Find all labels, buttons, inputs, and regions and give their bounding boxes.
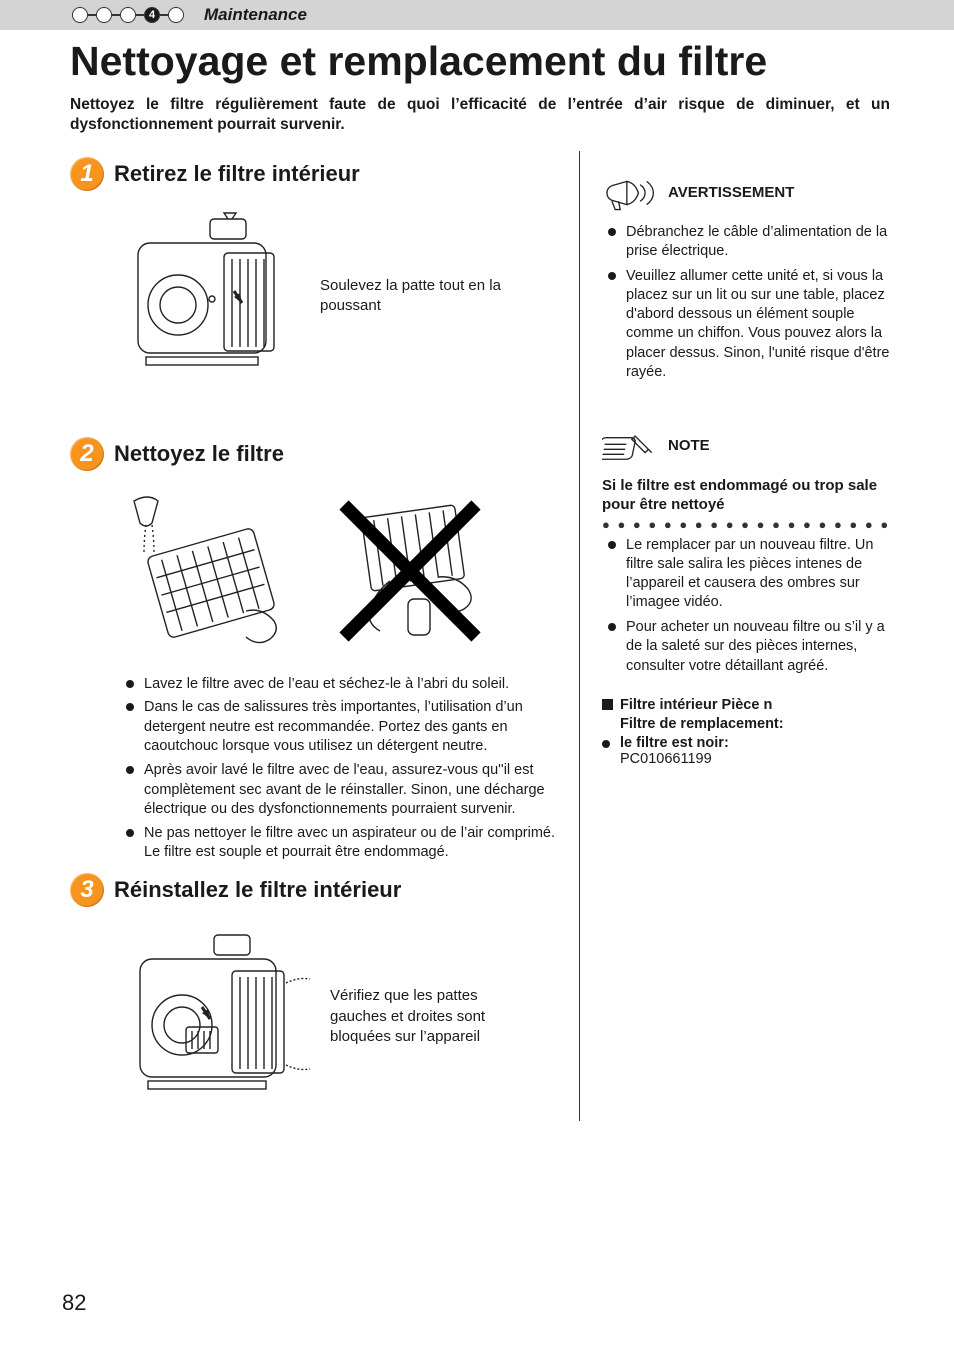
note-header: NOTE	[602, 426, 890, 466]
step-1-illustration: Soulevez la patte tout en la poussant	[116, 201, 559, 391]
note-item: Le remplacer par un nouveau filtre. Un f…	[608, 536, 890, 613]
note-subheading: Si le filtre est endommagé ou trop sale …	[602, 476, 890, 515]
step-dot-2	[96, 7, 112, 23]
page-number: 82	[62, 1290, 86, 1316]
step-dot-4-active: 4	[144, 7, 160, 23]
step-1-header: 1 Retirez le filtre intérieur	[70, 157, 559, 191]
projector-remove-filter-icon	[116, 201, 306, 391]
step-number-2: 2	[70, 437, 104, 471]
step-3-header: 3 Réinstallez le filtre intérieur	[70, 873, 559, 907]
step-indicator: 4	[72, 7, 184, 23]
warning-title: AVERTISSEMENT	[668, 184, 794, 201]
step-1-caption: Soulevez la patte tout en la poussant	[320, 276, 510, 317]
replacement-part-block: Filtre intérieur Pièce n Filtre de rempl…	[602, 696, 890, 768]
step-3-title: Réinstallez le filtre intérieur	[114, 877, 401, 903]
wash-filter-icon	[116, 481, 296, 661]
step-dot-5	[168, 7, 184, 23]
manual-page: 4 Maintenance Nettoyage et remplacement …	[0, 0, 954, 1356]
part-sub: le filtre est noir: PC010661199	[602, 735, 890, 767]
step-number-3: 3	[70, 873, 104, 907]
step-link	[136, 14, 144, 16]
breadcrumb-bar: 4 Maintenance	[0, 0, 954, 30]
part-number: PC010661199	[620, 751, 712, 767]
note-list: Le remplacer par un nouveau filtre. Un f…	[602, 536, 890, 676]
warning-item: Débranchez le câble d’alimentation de la…	[608, 223, 890, 261]
step-2-header: 2 Nettoyez le filtre	[70, 437, 559, 471]
step-3-caption: Vérifiez que les pattes gauches et droit…	[330, 986, 520, 1047]
step-1-title: Retirez le filtre intérieur	[114, 161, 360, 187]
notepad-pencil-icon	[602, 426, 660, 466]
right-column: AVERTISSEMENT Débranchez le câble d’alim…	[580, 151, 890, 1121]
step-2-bullet: Dans le cas de salissures très important…	[126, 698, 559, 757]
step-2-bullets: Lavez le filtre avec de l’eau et séchez-…	[70, 669, 559, 863]
step-dot-1	[72, 7, 88, 23]
note-item: Pour acheter un nouveau filtre ou s’il y…	[608, 618, 890, 675]
step-3-illustration: Vérifiez que les pattes gauches et droit…	[116, 917, 559, 1117]
part-heading-line2: Filtre de remplacement:	[620, 716, 784, 732]
step-2-bullet: Lavez le filtre avec de l’eau et séchez-…	[126, 675, 559, 695]
megaphone-icon	[602, 173, 660, 213]
part-heading-line1: Filtre intérieur Pièce n	[620, 697, 772, 713]
warning-list: Débranchez le câble d’alimentation de la…	[602, 223, 890, 382]
step-2-bullet: Après avoir lavé le filtre avec de l'eau…	[126, 761, 559, 820]
part-heading: Filtre intérieur Pièce n Filtre de rempl…	[602, 696, 890, 734]
note-title: NOTE	[668, 437, 710, 454]
breadcrumb-title: Maintenance	[204, 5, 307, 25]
dotted-rule: ● ● ● ● ● ● ● ● ● ● ● ● ● ● ● ● ● ● ● ● …	[602, 517, 890, 532]
part-sub-label: le filtre est noir:	[620, 735, 729, 751]
projector-reinstall-filter-icon	[116, 917, 316, 1117]
step-number-1: 1	[70, 157, 104, 191]
step-2-bullet: Ne pas nettoyer le filtre avec un aspira…	[126, 824, 559, 863]
content-columns: 1 Retirez le filtre intérieur	[0, 147, 954, 1121]
step-link	[160, 14, 168, 16]
step-link	[112, 14, 120, 16]
do-not-vacuum-icon	[320, 481, 500, 661]
step-2-illustrations	[116, 481, 559, 661]
step-2-title: Nettoyez le filtre	[114, 441, 284, 467]
page-title: Nettoyage et remplacement du filtre	[0, 30, 954, 91]
left-column: 1 Retirez le filtre intérieur	[70, 151, 580, 1121]
step-dot-3	[120, 7, 136, 23]
intro-text: Nettoyez le filtre régulièrement faute d…	[0, 91, 954, 147]
warning-header: AVERTISSEMENT	[602, 173, 890, 213]
warning-item: Veuillez allumer cette unité et, si vous…	[608, 267, 890, 382]
step-link	[88, 14, 96, 16]
